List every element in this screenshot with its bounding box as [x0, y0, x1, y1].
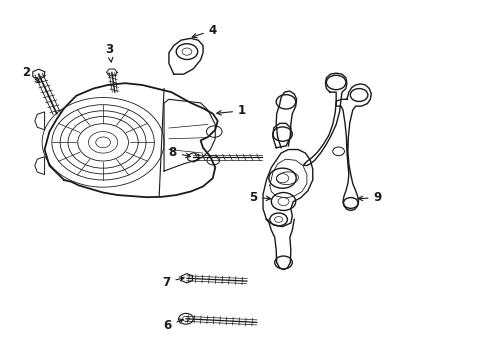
Text: 6: 6 — [163, 319, 183, 332]
Text: 3: 3 — [105, 42, 113, 62]
Text: 8: 8 — [168, 146, 190, 159]
Text: 1: 1 — [216, 104, 245, 117]
Text: 2: 2 — [22, 66, 40, 82]
Text: 5: 5 — [249, 191, 270, 204]
Text: 4: 4 — [192, 24, 217, 38]
Text: 9: 9 — [358, 192, 381, 204]
Text: 7: 7 — [162, 276, 183, 289]
